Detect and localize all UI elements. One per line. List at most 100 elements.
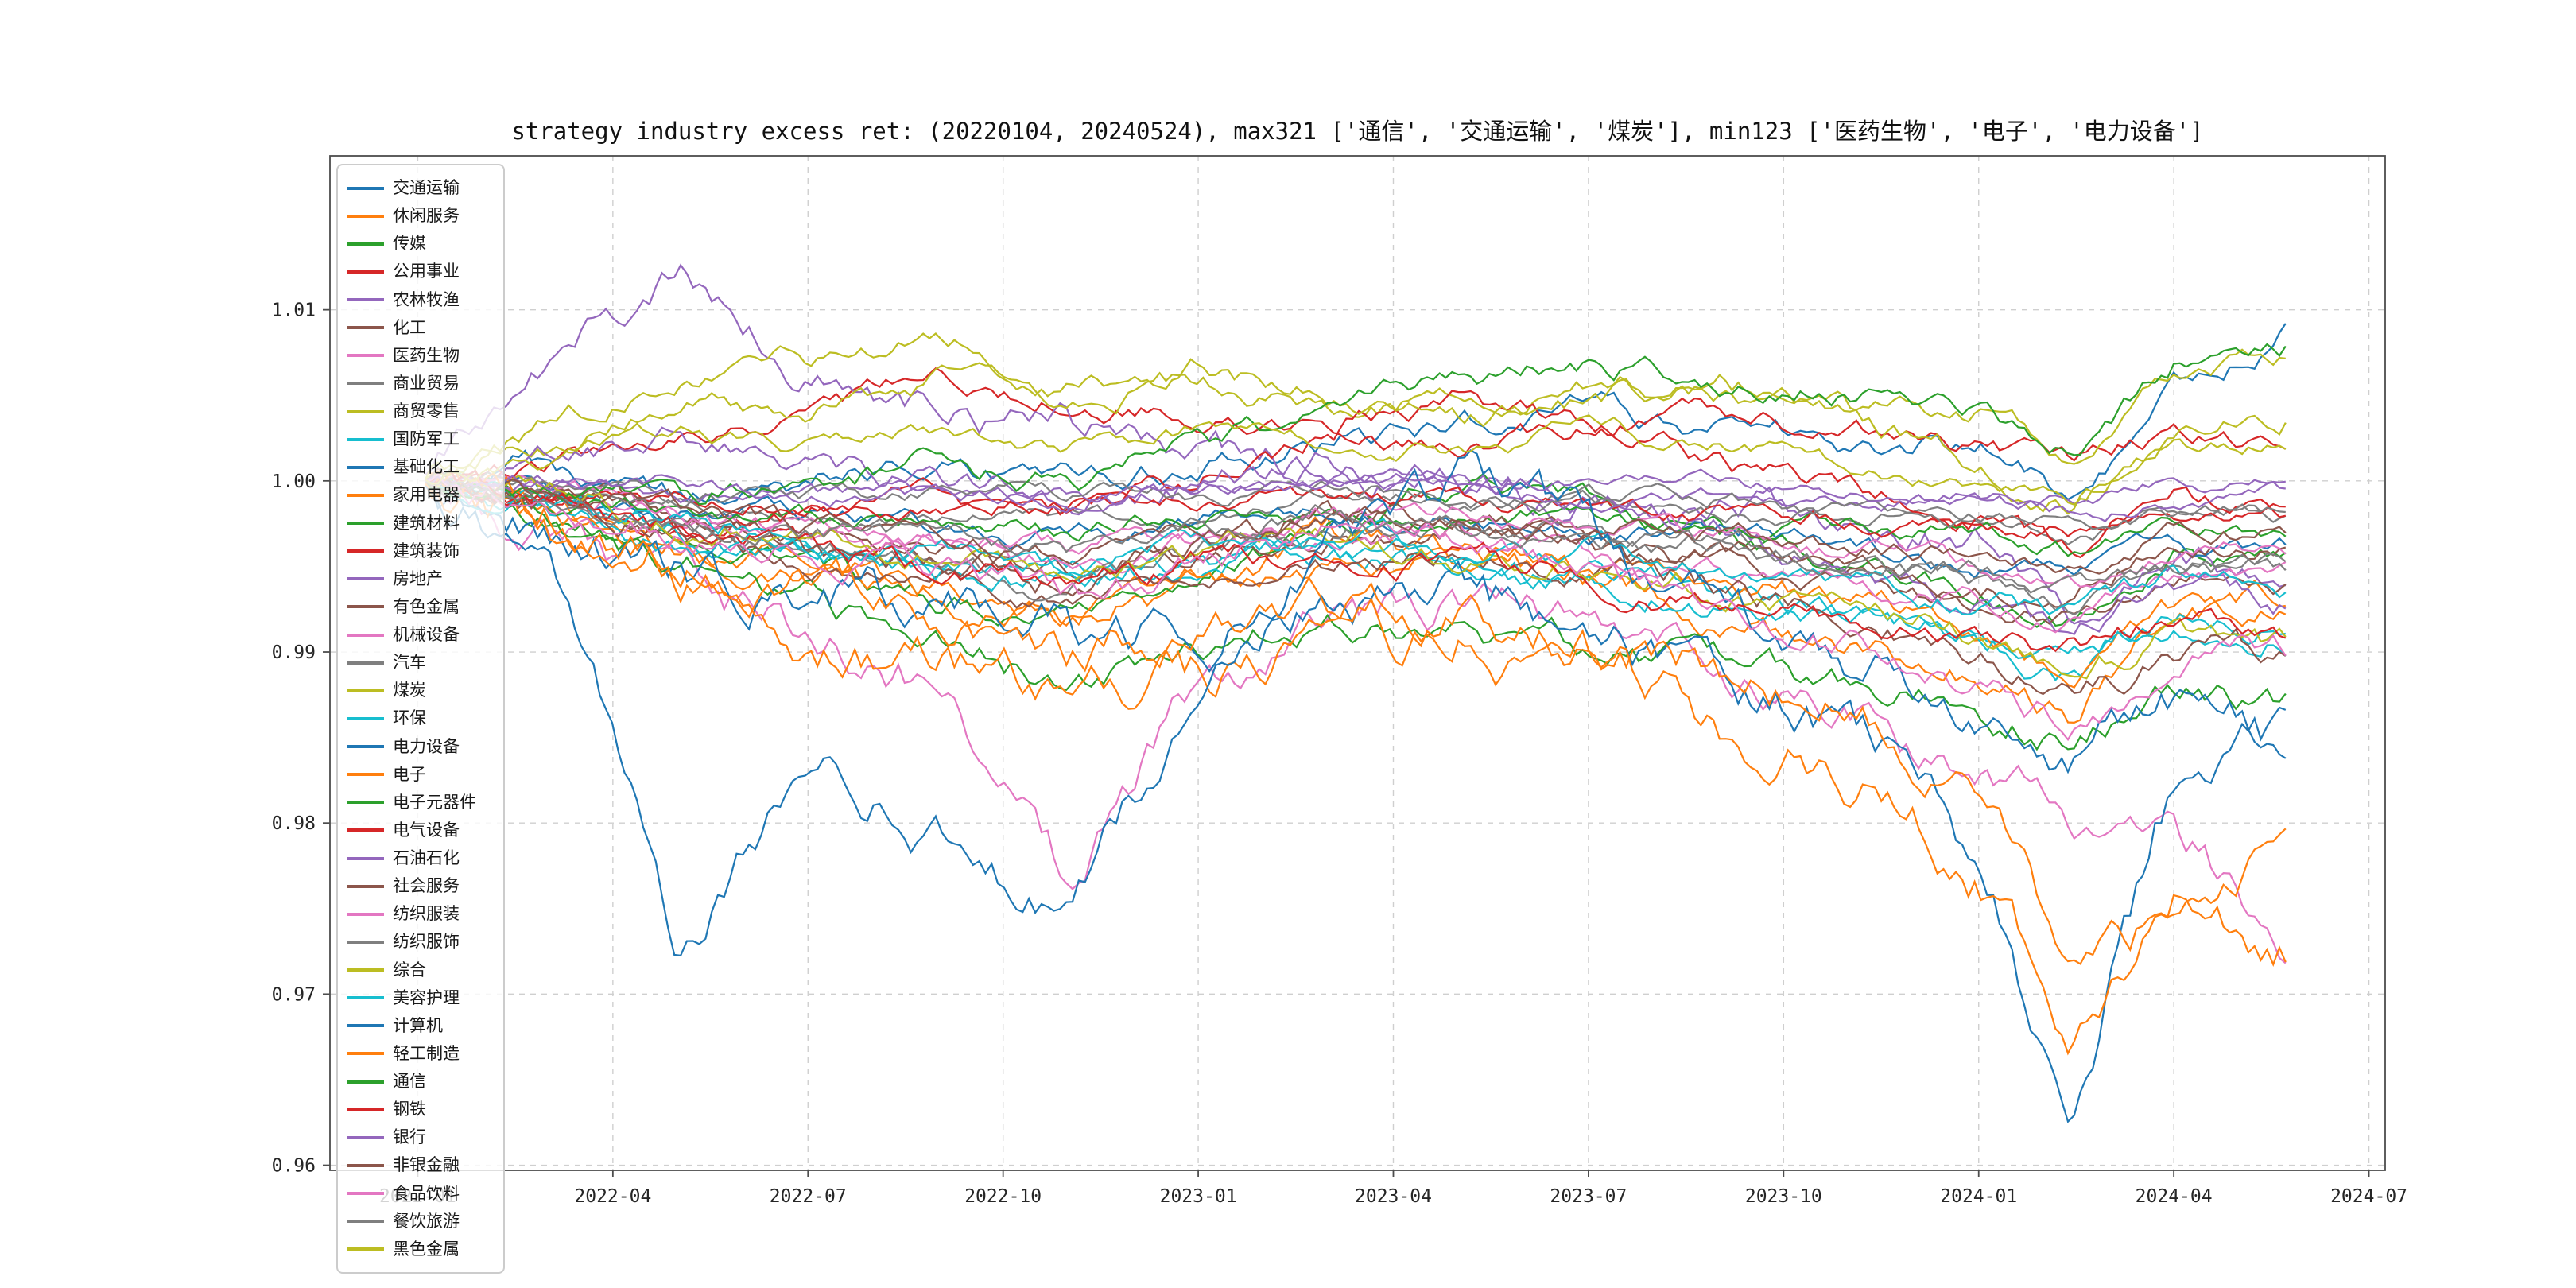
legend-item: 钢铁 (347, 1096, 494, 1123)
series-line (425, 483, 2287, 1056)
legend-item: 食品饮料 (347, 1181, 494, 1207)
legend-item-label: 商业贸易 (393, 373, 460, 393)
legend-item: 医药生物 (347, 343, 494, 369)
series-color-swatch (347, 465, 384, 469)
series-color-swatch (347, 828, 384, 832)
series-color-swatch (347, 242, 384, 246)
legend-item: 石油石化 (347, 845, 494, 871)
legend-item-label: 计算机 (393, 1015, 443, 1035)
legend-item-label: 医药生物 (393, 345, 460, 365)
legend-item: 银行 (347, 1124, 494, 1150)
series-color-swatch (347, 1220, 384, 1224)
series-color-swatch (347, 968, 384, 972)
x-tick-label: 2022-07 (770, 1186, 847, 1207)
series-line (425, 348, 2286, 479)
series-line (425, 479, 2287, 616)
legend-item: 建筑材料 (347, 510, 494, 537)
series-line (425, 478, 2286, 660)
legend-item-label: 轻工制造 (393, 1043, 460, 1063)
series-color-swatch (347, 1163, 384, 1167)
legend-item-label: 建筑材料 (393, 513, 460, 533)
legend-item-label: 银行 (393, 1127, 426, 1147)
legend-item: 家用电器 (347, 482, 494, 508)
series-color-swatch (347, 270, 384, 274)
series-line (425, 481, 2287, 594)
legend-item-label: 传媒 (393, 234, 426, 254)
series-line (425, 426, 2287, 635)
series-line (425, 468, 2286, 514)
series-color-swatch (347, 884, 384, 888)
series-color-swatch (347, 716, 384, 720)
legend-item: 通信 (347, 1069, 494, 1095)
legend-item: 美容护理 (347, 985, 494, 1011)
legend-item-label: 黑色金属 (393, 1239, 460, 1259)
series-color-swatch (347, 912, 384, 916)
legend-item: 综合 (347, 957, 494, 983)
series-color-swatch (347, 1135, 384, 1139)
x-tick-label: 2022-04 (574, 1186, 651, 1207)
legend-item-label: 机械设备 (393, 625, 460, 644)
legend-item-label: 餐饮旅游 (393, 1211, 460, 1231)
legend-item: 非银金融 (347, 1152, 494, 1178)
legend-item-label: 国防军工 (393, 429, 460, 449)
series-line (425, 332, 2287, 515)
series-line (425, 343, 2287, 506)
legend-item: 商业贸易 (347, 370, 494, 397)
y-tick-label: 1.01 (272, 301, 316, 321)
series-color-swatch (347, 354, 384, 358)
series-color-swatch (347, 549, 384, 553)
legend-item-label: 公用事业 (393, 262, 460, 281)
legend-item-label: 房地产 (393, 568, 443, 588)
legend-item-label: 钢铁 (393, 1100, 426, 1119)
series-line (425, 471, 2286, 530)
series-color-swatch (347, 493, 384, 497)
legend-item: 机械设备 (347, 622, 494, 648)
series-line (425, 478, 2287, 609)
legend-item: 传媒 (347, 231, 494, 257)
series-line (425, 323, 2287, 506)
legend-item-label: 休闲服务 (393, 206, 460, 226)
series-color-swatch (347, 1108, 384, 1111)
series-line (425, 468, 2287, 680)
legend-item-label: 非银金融 (393, 1155, 460, 1175)
series-color-swatch (347, 437, 384, 441)
legend-item-label: 电子 (393, 764, 426, 784)
x-tick-label: 2022-10 (964, 1186, 1042, 1207)
legend-item-label: 汽车 (393, 653, 426, 673)
series-color-swatch (347, 1080, 384, 1084)
legend-item: 交通运输 (347, 175, 494, 201)
legend-item-label: 基础化工 (393, 457, 460, 477)
legend: 交通运输 休闲服务 传媒 公用事业 农林牧渔 化工 医药生物 商业贸易 商贸零售 国防军工 基础化工… (336, 164, 505, 1274)
series-line (425, 467, 2287, 696)
legend-item-label: 交通运输 (393, 178, 460, 197)
legend-item: 有色金属 (347, 594, 494, 620)
x-tick-label: 2024-07 (2330, 1186, 2407, 1207)
series-line (425, 479, 2287, 634)
legend-item-label: 建筑装饰 (393, 541, 460, 561)
y-tick-label: 0.99 (272, 642, 316, 663)
series-line (425, 414, 2287, 506)
series-color-swatch (347, 633, 384, 637)
legend-item: 纺织服装 (347, 901, 494, 927)
legend-item: 电子元器件 (347, 789, 494, 816)
x-tick-label: 2023-10 (1745, 1186, 1822, 1207)
series-line (425, 263, 2287, 625)
legend-item: 煤炭 (347, 677, 494, 704)
series-color-swatch (347, 605, 384, 609)
legend-item: 农林牧渔 (347, 287, 494, 313)
series-color-swatch (347, 996, 384, 1000)
legend-item: 公用事业 (347, 258, 494, 285)
legend-item-label: 美容护理 (393, 987, 460, 1007)
legend-item: 休闲服务 (347, 203, 494, 229)
legend-item: 餐饮旅游 (347, 1208, 494, 1235)
series-line (425, 475, 2286, 539)
x-tick-label: 2024-01 (1940, 1186, 2017, 1207)
x-tick-label: 2023-04 (1355, 1186, 1432, 1207)
legend-item-label: 电子元器件 (393, 792, 476, 812)
series-color-swatch (347, 382, 384, 386)
series-color-swatch (347, 409, 384, 413)
legend-item-label: 通信 (393, 1072, 426, 1091)
legend-item: 电气设备 (347, 817, 494, 844)
series-color-swatch (347, 577, 384, 581)
